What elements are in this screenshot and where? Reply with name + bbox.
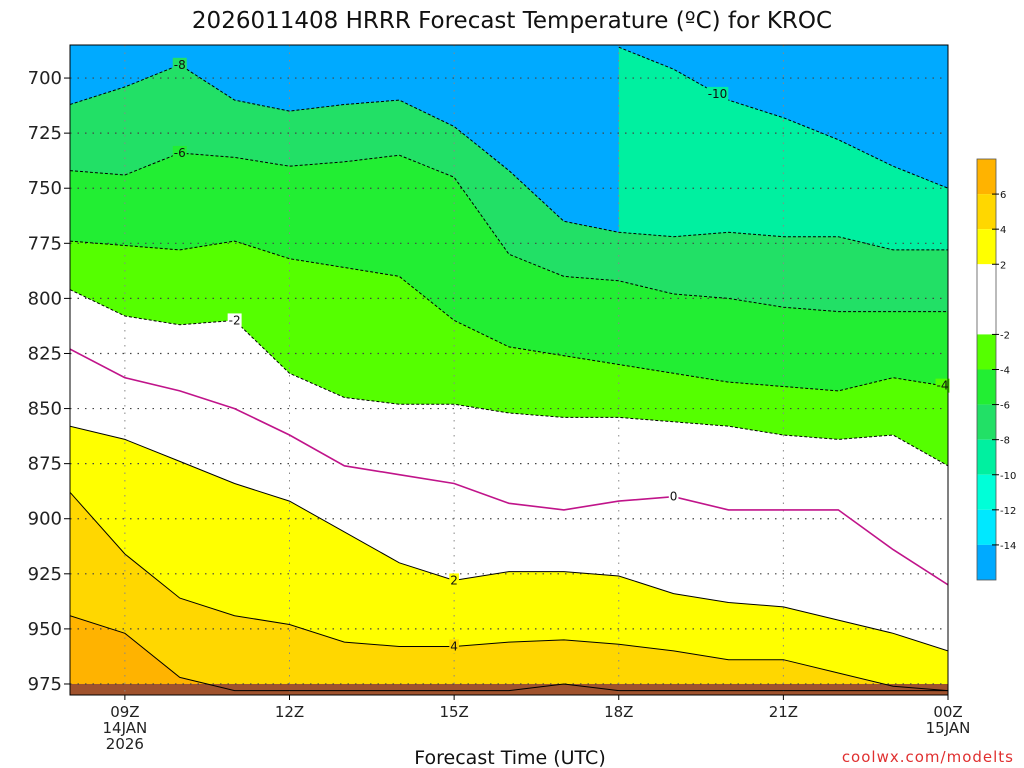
color-bar-label-4: 4 <box>1000 225 1006 236</box>
temperature-fills <box>70 45 948 695</box>
color-bar-band-6-to-8 <box>977 159 996 195</box>
contour-label-bg-minus6 <box>172 145 187 160</box>
y-tick-label-950: 950 <box>28 619 62 640</box>
contour-label-2: 2 <box>450 573 458 587</box>
y-tick-label-800: 800 <box>28 288 62 309</box>
x-tick-label-21Z: 21Z <box>769 703 798 721</box>
color-bar-band-minus12-to-minus10 <box>977 474 996 510</box>
color-bar-label-minus14: -14 <box>1000 541 1016 552</box>
contour-label-minus8: -8 <box>174 58 186 72</box>
contour-line-2 <box>70 425 948 652</box>
y-tick-label-850: 850 <box>28 399 62 420</box>
color-bar-band-minus10-to-minus8 <box>977 439 996 475</box>
color-bar-band-minus4-to-minus2 <box>977 334 996 370</box>
contour-label-4: 4 <box>450 640 458 654</box>
contour-line-4 <box>70 491 948 692</box>
x-tick-label-09Z-line2: 14JAN <box>103 719 148 737</box>
color-bar-label-6: 6 <box>1000 190 1006 201</box>
chart-title: 2026011408 HRRR Forecast Temperature (ºC… <box>192 8 832 34</box>
x-tick-label-09Z: 09Z <box>110 703 139 721</box>
credit-text: coolwx.com/modelts <box>842 748 1014 766</box>
contour-label-minus4: -4 <box>937 379 949 393</box>
color-bar-label-2: 2 <box>1000 260 1006 271</box>
y-tick-label-900: 900 <box>28 509 62 530</box>
y-tick-label-825: 825 <box>28 343 62 364</box>
x-tick-label-12Z: 12Z <box>275 703 304 721</box>
color-bar-band-minus14-to-minus12 <box>977 509 996 545</box>
contour-label-bg-minus2 <box>227 313 242 328</box>
color-bar-band-2-to-4 <box>977 229 996 265</box>
contour-label-minus2: -2 <box>229 313 241 327</box>
contour-line-6 <box>70 615 948 692</box>
contour-label-bg-minus8 <box>172 57 187 72</box>
x-tick-label-00Z: 00Z <box>933 703 962 721</box>
contour-label-minus10: -10 <box>708 87 728 101</box>
color-bar-label-minus6: -6 <box>1000 401 1010 412</box>
axes: 70072575077580082585087590092595097509Z1… <box>28 44 971 753</box>
contour-label-bg-minus10 <box>706 86 729 101</box>
contour-label-bg-minus4 <box>935 378 950 393</box>
x-tick-label-15Z: 15Z <box>439 703 468 721</box>
color-bar-band-0-to-2 <box>977 264 996 300</box>
y-tick-label-725: 725 <box>28 123 62 144</box>
y-tick-label-775: 775 <box>28 233 62 254</box>
contour-line-minus10 <box>618 46 948 189</box>
x-tick-label-18Z: 18Z <box>604 703 633 721</box>
y-tick-label-925: 925 <box>28 564 62 585</box>
contour-line-minus4 <box>70 240 948 392</box>
contour-label-bg-2 <box>449 573 459 588</box>
ground-strip <box>70 683 948 695</box>
color-bar-label-minus4: -4 <box>1000 366 1010 377</box>
x-tick-label-09Z-line3: 2026 <box>106 735 144 753</box>
plot-frame <box>69 44 949 696</box>
plot-area: -10 -8 -6 -4 -2 0 2 4 <box>70 45 950 695</box>
y-tick-label-975: 975 <box>28 674 62 695</box>
color-bar-band-minus2-to-0 <box>977 299 996 335</box>
contour-label-bg-4 <box>449 639 459 654</box>
y-tick-label-700: 700 <box>28 68 62 89</box>
color-bar-label-minus8: -8 <box>1000 436 1010 447</box>
contour-line-minus8 <box>70 64 948 251</box>
fill-above-4-level <box>70 492 948 695</box>
color-bar-label-minus12: -12 <box>1000 506 1016 517</box>
x-tick-label-00Z-line2: 15JAN <box>926 719 971 737</box>
y-tick-label-875: 875 <box>28 454 62 475</box>
contour-label-bg-0 <box>668 489 679 504</box>
contour-labels: -10 -8 -6 -4 -2 0 2 4 <box>172 57 950 654</box>
color-bar-band-minus6-to-minus4 <box>977 369 996 405</box>
contour-line-0 <box>70 348 948 586</box>
contour-label-0: 0 <box>670 490 678 504</box>
color-bar-band-minus16-to-minus14 <box>977 544 996 580</box>
color-bar-label-minus2: -2 <box>1000 330 1010 341</box>
color-bar-label-minus10: -10 <box>1000 471 1016 482</box>
color-bar-band-minus8-to-minus6 <box>977 404 996 440</box>
x-axis-label: Forecast Time (UTC) <box>414 747 605 768</box>
contour-line-minus6 <box>70 152 948 313</box>
contour-label-minus6: -6 <box>174 146 186 160</box>
color-bar: 6 4 2 -2 -4 -6 -8 -10 -12 -14 <box>976 158 1016 581</box>
y-tick-label-750: 750 <box>28 178 62 199</box>
color-bar-band-4-to-6 <box>977 194 996 230</box>
